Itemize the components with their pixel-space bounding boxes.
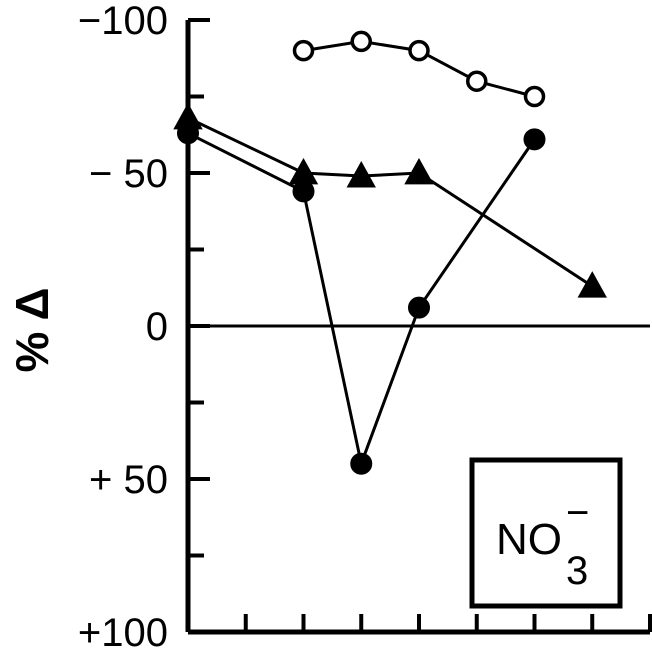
data-point-triangle [404,157,434,185]
data-point-filled-circle [350,452,373,475]
data-point-open-circle [350,30,372,53]
data-point-filled-circle [177,122,199,145]
data-point-filled-circle [292,180,315,203]
data-point-open-circle [292,39,315,62]
ion-subscript: 3 [566,549,588,593]
y-tick-label: − 50 [89,152,168,196]
data-point-triangle [577,271,607,298]
data-point-filled-circle [408,296,430,319]
ion-annotation-box [469,457,623,609]
y-tick-label: −100 [78,0,168,43]
y-tick-label: + 50 [89,458,168,502]
y-tick-label: +100 [78,611,168,655]
y-axis-label: % Δ [6,287,58,372]
ion-annotation: NO 3 − [469,457,623,609]
data-point-open-circle [523,85,546,108]
data-point-open-circle [466,70,488,92]
data-point-triangle [288,157,319,185]
data-point-open-circle [408,39,430,62]
data-point-triangle [346,161,376,188]
data-point-filled-circle [523,128,546,151]
y-tick-label: 0 [146,305,168,349]
ion-superscript: − [566,491,589,535]
ion-label: NO [496,515,562,564]
